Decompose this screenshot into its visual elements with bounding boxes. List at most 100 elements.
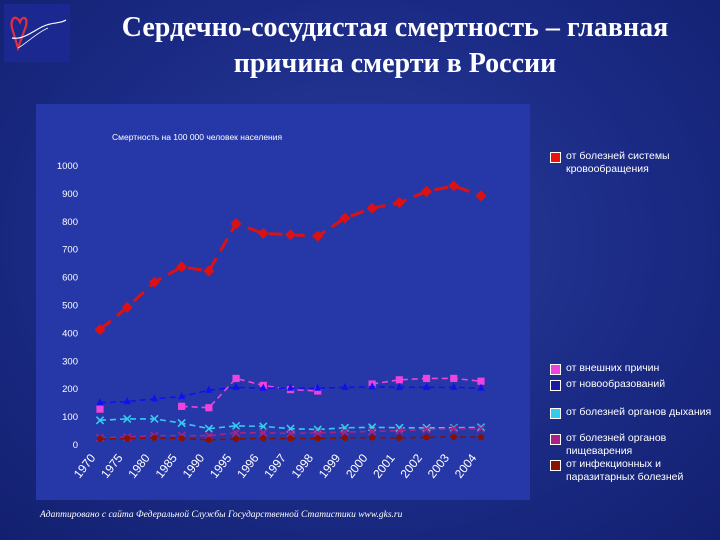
- data-point: [257, 227, 269, 239]
- legend-swatch: [550, 152, 561, 163]
- data-point: [205, 385, 213, 393]
- data-point: [96, 398, 104, 406]
- data-point: [475, 190, 487, 202]
- data-point: [232, 382, 240, 390]
- x-tick-label: 1970: [71, 451, 99, 481]
- y-tick-label: 100: [62, 412, 78, 423]
- data-point: [396, 434, 403, 441]
- x-tick-label: 2002: [397, 451, 425, 481]
- y-tick-label: 400: [62, 328, 78, 339]
- data-point: [422, 425, 431, 434]
- data-point: [259, 422, 268, 431]
- legend-label: от болезней органов дыхания: [566, 406, 712, 418]
- y-tick-label: 1000: [57, 161, 78, 172]
- x-tick-label: 1999: [316, 451, 344, 481]
- y-tick-label: 0: [73, 440, 78, 451]
- x-tick-label: 1998: [289, 451, 317, 481]
- data-point: [96, 435, 104, 443]
- x-tick-label: 2000: [343, 451, 371, 481]
- data-point: [285, 229, 296, 241]
- data-point: [369, 434, 376, 441]
- data-point: [94, 324, 106, 336]
- data-point: [341, 434, 349, 441]
- series-6: [96, 433, 485, 443]
- data-point: [151, 434, 158, 441]
- heart-logo-icon: [10, 16, 67, 52]
- data-point: [150, 394, 159, 402]
- data-point: [232, 374, 240, 383]
- x-tick-label: 2004: [452, 451, 480, 481]
- data-point: [341, 382, 349, 390]
- legend-swatch: [550, 434, 561, 445]
- data-point: [230, 218, 242, 230]
- data-point: [178, 391, 186, 400]
- y-tick-label: 800: [62, 217, 78, 228]
- data-point: [393, 197, 405, 209]
- series-line: [181, 377, 318, 409]
- data-point: [287, 435, 294, 442]
- data-point: [476, 424, 486, 433]
- legend-item: от новообразований: [550, 378, 716, 391]
- data-point: [205, 436, 212, 443]
- y-tick-label: 600: [62, 273, 78, 284]
- data-point: [395, 426, 404, 435]
- data-point: [286, 429, 295, 438]
- data-point: [395, 376, 403, 384]
- data-point: [314, 383, 322, 391]
- data-point: [232, 435, 240, 443]
- data-point: [423, 434, 430, 441]
- page-title: Сердечно-сосудистая смертность – главная…: [80, 10, 710, 82]
- legend-item: от болезней системы кровообращения: [550, 150, 716, 175]
- legend-label: от инфекционных и паразитарных болезней: [566, 458, 684, 483]
- series-1: [94, 180, 487, 336]
- x-tick-label: 1990: [180, 451, 208, 481]
- x-tick-label: 2001: [370, 451, 398, 481]
- data-point: [260, 435, 267, 442]
- data-point: [450, 382, 458, 390]
- data-point: [177, 418, 186, 428]
- legend-swatch: [550, 364, 561, 375]
- data-point: [205, 404, 213, 412]
- x-tick-label: 2003: [425, 451, 453, 481]
- legend-swatch: [550, 380, 561, 391]
- data-point: [339, 212, 351, 224]
- data-point: [476, 423, 486, 432]
- source-note: Адаптировано с сайта Федеральной Службы …: [40, 510, 403, 520]
- data-point: [366, 202, 378, 214]
- x-tick-label: 1980: [125, 451, 153, 481]
- data-point: [123, 414, 132, 424]
- data-point: [421, 186, 433, 198]
- data-point: [204, 424, 214, 433]
- data-point: [259, 428, 268, 438]
- series-3: [96, 382, 485, 406]
- y-tick-label: 900: [62, 189, 78, 200]
- data-point: [368, 382, 376, 390]
- data-point: [178, 402, 186, 410]
- x-tick-label: 1995: [207, 451, 235, 481]
- data-point: [314, 435, 321, 442]
- data-point: [448, 180, 460, 192]
- data-point: [231, 428, 241, 438]
- data-point: [367, 427, 377, 436]
- data-point: [286, 383, 295, 391]
- data-point: [477, 377, 485, 385]
- data-point: [96, 405, 104, 413]
- legend-label: от внешних причин: [566, 362, 660, 374]
- data-point: [312, 230, 324, 242]
- legend-item: от внешних причин: [550, 362, 716, 375]
- series-line: [99, 184, 482, 331]
- data-point: [150, 414, 159, 424]
- data-point: [203, 265, 215, 277]
- y-tick-label: 500: [62, 301, 78, 312]
- data-point: [422, 382, 431, 390]
- data-point: [395, 382, 403, 390]
- data-point: [477, 434, 485, 441]
- series-2: [96, 374, 485, 413]
- data-point: [259, 383, 267, 391]
- x-tick-label: 1985: [153, 451, 181, 481]
- x-tick-label: 1997: [261, 451, 289, 481]
- data-point: [340, 427, 350, 437]
- chart-subtitle: Смертность на 100 000 человек населения: [112, 132, 282, 142]
- title-line-2: причина смерти в России: [233, 48, 557, 79]
